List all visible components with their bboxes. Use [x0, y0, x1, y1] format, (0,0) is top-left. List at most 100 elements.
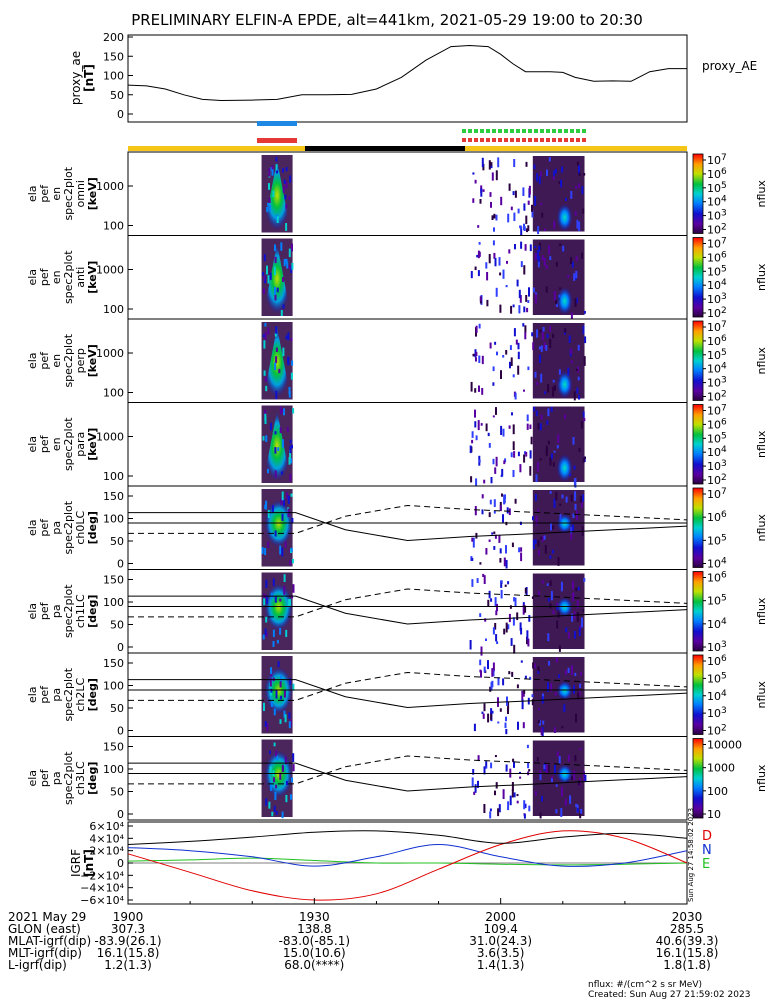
- burst1-speckle: [276, 755, 279, 761]
- burst2-speckle: [518, 289, 521, 299]
- burst1-speckle: [285, 223, 288, 231]
- burst2-speckle: [529, 424, 532, 429]
- burst2-speckle: [565, 496, 568, 503]
- burst2-speckle: [513, 451, 516, 458]
- burst1-speckle: [275, 326, 278, 334]
- burst2-speckle: [495, 214, 498, 221]
- colorbar-tick-label: 105: [707, 181, 727, 195]
- loss-cone-line: [128, 679, 688, 709]
- burst2-speckle: [492, 366, 495, 372]
- burst2-speckle: [486, 272, 489, 281]
- burst2-speckle: [532, 342, 535, 350]
- panel-ch2LC: 150 100 50 0 ela pef pa spec2plot ch2LC [deg] 106 1…: [26, 652, 768, 738]
- burst1-speckle: [288, 391, 291, 398]
- burst2-speckle: [564, 798, 567, 806]
- burst2-speckle: [583, 577, 586, 582]
- burst2-speckle: [522, 187, 525, 196]
- burst2-speckle: [552, 386, 555, 397]
- burst1-speckle: [274, 431, 277, 435]
- burst1-speckle: [283, 179, 286, 184]
- panel-ylabel-4: spec2plot: [62, 584, 75, 638]
- burst2-speckle: [481, 509, 484, 515]
- axis-row-value: 2030: [672, 910, 703, 924]
- orbit-dash-red: [492, 138, 496, 142]
- burst2-speckle: [557, 557, 560, 566]
- burst2-speckle: [500, 580, 502, 583]
- ae-ytick-label: 200: [103, 31, 124, 44]
- burst1-speckle: [290, 794, 292, 800]
- burst1-speckle: [290, 547, 293, 552]
- burst2-speckle: [526, 423, 529, 430]
- burst2-speckle: [567, 275, 570, 278]
- burst1-speckle: [264, 721, 267, 727]
- burst2-speckle: [539, 770, 542, 775]
- burst1-speckle: [292, 408, 295, 414]
- colorbar-tick-label: 105: [707, 264, 727, 278]
- burst2-speckle: [549, 555, 552, 559]
- burst1-speckle: [292, 584, 295, 593]
- burst1-speckle: [287, 495, 290, 504]
- orbit-dash-green: [504, 129, 508, 133]
- burst2-speckle: [490, 681, 493, 691]
- orbit-dash-red: [552, 138, 556, 142]
- burst2-speckle: [485, 262, 488, 269]
- burst1-speckle: [264, 504, 267, 510]
- burst2-speckle: [518, 547, 521, 553]
- orbit-dash-red: [486, 138, 490, 142]
- burst1-speckle: [288, 265, 291, 269]
- burst2-speckle: [573, 770, 576, 780]
- burst2-speckle: [534, 791, 537, 796]
- burst2-speckle: [521, 690, 524, 701]
- colorbar-tick-label: 105: [707, 431, 727, 445]
- burst2-speckle: [514, 244, 516, 250]
- panel-ylabel-6: [keV]: [86, 344, 99, 377]
- burst2-speckle: [581, 252, 583, 259]
- panel-frame: [127, 318, 688, 403]
- burst2-speckle: [496, 641, 499, 644]
- colorbar-tick-label: 102: [707, 724, 727, 738]
- burst2-speckle: [582, 494, 584, 502]
- proxy-ae-frame: [127, 34, 688, 123]
- burst2-speckle: [482, 573, 485, 577]
- burst2-speckle: [579, 683, 582, 689]
- burst2-speckle: [539, 329, 542, 333]
- burst1-speckle: [279, 427, 282, 434]
- burst2-speckle: [482, 189, 485, 192]
- burst2-speckle: [494, 623, 497, 630]
- burst1-speckle: [286, 261, 289, 269]
- burst2-speckle: [539, 423, 542, 431]
- burst2-speckle: [507, 624, 510, 630]
- burst1-speckle: [264, 331, 267, 341]
- burst2-speckle: [471, 439, 474, 444]
- burst1-speckle: [282, 168, 284, 173]
- burst2-speckle: [497, 808, 500, 817]
- burst2-speckle: [521, 699, 524, 710]
- burst2-speckle: [474, 266, 477, 271]
- burst2-speckle: [493, 227, 495, 232]
- burst2-speckle: [582, 458, 585, 463]
- burst2-flux-core: [556, 680, 573, 701]
- burst1-flux-core: [264, 500, 293, 547]
- burst2-speckle: [511, 789, 514, 798]
- burst2-speckle: [540, 414, 543, 420]
- axis-row-value: 3.6(3.5): [477, 946, 525, 960]
- proxy-ae-line: [127, 44, 687, 102]
- burst2-speckle: [510, 206, 513, 211]
- burst2-speckle: [540, 536, 543, 540]
- burst2-speckle: [516, 800, 519, 804]
- science-zone-gap: [305, 146, 465, 151]
- burst2-speckle: [499, 505, 502, 511]
- burst1-speckle: [264, 376, 267, 382]
- panel-ylabel-6: [deg]: [86, 595, 99, 628]
- burst2-speckle: [517, 351, 520, 360]
- burst2-speckle: [542, 327, 545, 332]
- burst2-speckle: [496, 351, 498, 356]
- panel-ytick-label: 50: [110, 786, 124, 799]
- burst1-speckle: [263, 288, 265, 295]
- burst2-speckle: [526, 744, 529, 749]
- axis-row-value: 15.0(10.6): [283, 946, 346, 960]
- colorbar-tick-label: 105: [707, 671, 727, 685]
- axis-row-value: 1.2(1.3): [104, 958, 152, 972]
- burst2-speckle: [485, 761, 488, 768]
- panel-ylabel-3: en: [50, 270, 63, 284]
